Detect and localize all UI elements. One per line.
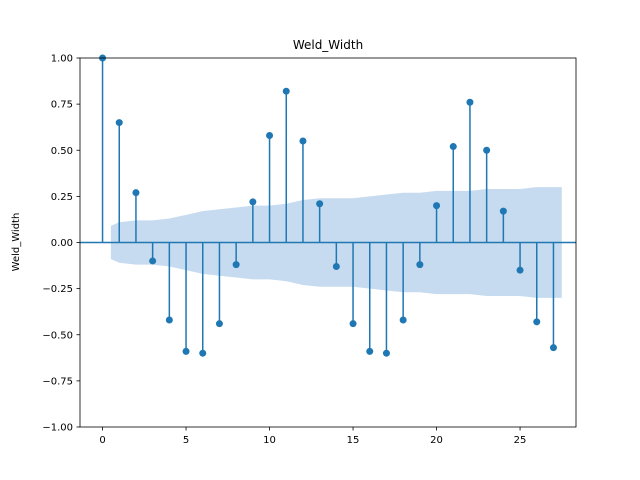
stem-lag-10 — [266, 131, 274, 243]
stem-lag-21 — [449, 143, 457, 243]
stem-lag-25 — [516, 242, 524, 274]
y-tick-label: −1.00 — [42, 423, 73, 434]
y-tick-label: −0.25 — [42, 284, 73, 295]
y-tick-label: 0.00 — [51, 238, 73, 249]
y-tick-0: −1.00 — [42, 423, 80, 434]
y-tick-label: 1.00 — [51, 54, 73, 65]
stem-marker — [282, 87, 290, 95]
y-tick-6: 0.50 — [51, 146, 80, 157]
stem-lag-1 — [115, 119, 123, 243]
stem-marker — [249, 198, 257, 206]
stem-lag-24 — [499, 207, 507, 243]
stem-lag-12 — [299, 137, 307, 243]
x-tick-label: 10 — [263, 435, 276, 446]
stem-lag-8 — [232, 242, 240, 269]
stem-lag-14 — [332, 242, 340, 270]
stem-lag-15 — [349, 242, 357, 328]
x-tick-15: 15 — [347, 427, 360, 446]
stem-lag-4 — [165, 242, 173, 324]
y-tick-label: 0.75 — [51, 100, 73, 111]
x-tick-label: 20 — [430, 435, 443, 446]
stem-marker — [516, 266, 524, 274]
y-tick-label: −0.75 — [42, 376, 73, 387]
stem-marker — [299, 137, 307, 145]
x-tick-label: 0 — [99, 435, 105, 446]
x-tick-label: 5 — [183, 435, 189, 446]
y-tick-4: 0.00 — [51, 238, 80, 249]
stem-marker — [382, 349, 390, 357]
stem-layer — [99, 54, 557, 357]
stem-lag-22 — [466, 98, 474, 243]
stem-marker — [533, 318, 541, 326]
stem-marker — [232, 261, 240, 269]
y-tick-3: −0.25 — [42, 284, 80, 295]
stem-lag-20 — [433, 202, 441, 243]
x-tick-5: 5 — [183, 427, 189, 446]
stem-lag-13 — [316, 200, 324, 243]
stem-lag-17 — [382, 242, 390, 357]
stem-lag-19 — [416, 242, 424, 269]
x-tick-20: 20 — [430, 427, 443, 446]
y-tick-2: −0.50 — [42, 330, 80, 341]
stem-lag-27 — [549, 242, 557, 352]
stem-marker — [466, 98, 474, 106]
y-tick-5: 0.25 — [51, 192, 80, 203]
stem-lag-7 — [215, 242, 223, 328]
y-axis-ticks: −1.00 −0.75 −0.50 −0.25 0.00 0.25 0.50 0.75 1.00 — [42, 54, 80, 434]
stem-marker — [366, 347, 374, 355]
y-tick-8: 1.00 — [51, 54, 80, 65]
stem-lag-6 — [199, 242, 207, 357]
stem-lag-16 — [366, 242, 374, 355]
stem-marker — [132, 189, 140, 197]
stem-marker — [449, 143, 457, 151]
y-tick-7: 0.75 — [51, 100, 80, 111]
y-tick-label: −0.50 — [42, 330, 73, 341]
x-tick-10: 10 — [263, 427, 276, 446]
stem-marker — [149, 257, 157, 265]
x-tick-25: 25 — [514, 427, 527, 446]
x-tick-label: 15 — [347, 435, 360, 446]
stem-marker — [499, 207, 507, 215]
stem-marker — [182, 347, 190, 355]
stem-lag-23 — [483, 146, 491, 243]
stem-marker — [549, 344, 557, 352]
stem-lag-26 — [533, 242, 541, 326]
stem-lag-5 — [182, 242, 190, 355]
y-tick-label: 0.25 — [51, 192, 73, 203]
stem-lag-0 — [99, 54, 107, 243]
stem-lag-2 — [132, 189, 140, 243]
stem-lag-11 — [282, 87, 290, 243]
stem-marker — [332, 262, 340, 270]
stem-marker — [416, 261, 424, 269]
stem-marker — [483, 146, 491, 154]
stem-marker — [199, 349, 207, 357]
stem-marker — [115, 119, 123, 127]
stem-marker — [316, 200, 324, 208]
stem-marker — [399, 316, 407, 324]
stem-marker — [165, 316, 173, 324]
stem-marker — [215, 320, 223, 328]
stem-marker — [349, 320, 357, 328]
y-axis-label: Weld_Width — [11, 213, 22, 272]
x-tick-label: 25 — [514, 435, 527, 446]
stem-marker — [266, 131, 274, 139]
y-tick-1: −0.75 — [42, 376, 80, 387]
x-axis-ticks: 0 5 10 15 20 25 — [99, 427, 526, 446]
x-tick-0: 0 — [99, 427, 106, 446]
stem-lag-18 — [399, 242, 407, 324]
stem-lag-3 — [149, 242, 157, 265]
chart-title: Weld_Width — [293, 38, 363, 52]
stem-lag-9 — [249, 198, 257, 243]
y-tick-label: 0.50 — [51, 146, 73, 157]
stem-marker — [433, 202, 441, 210]
